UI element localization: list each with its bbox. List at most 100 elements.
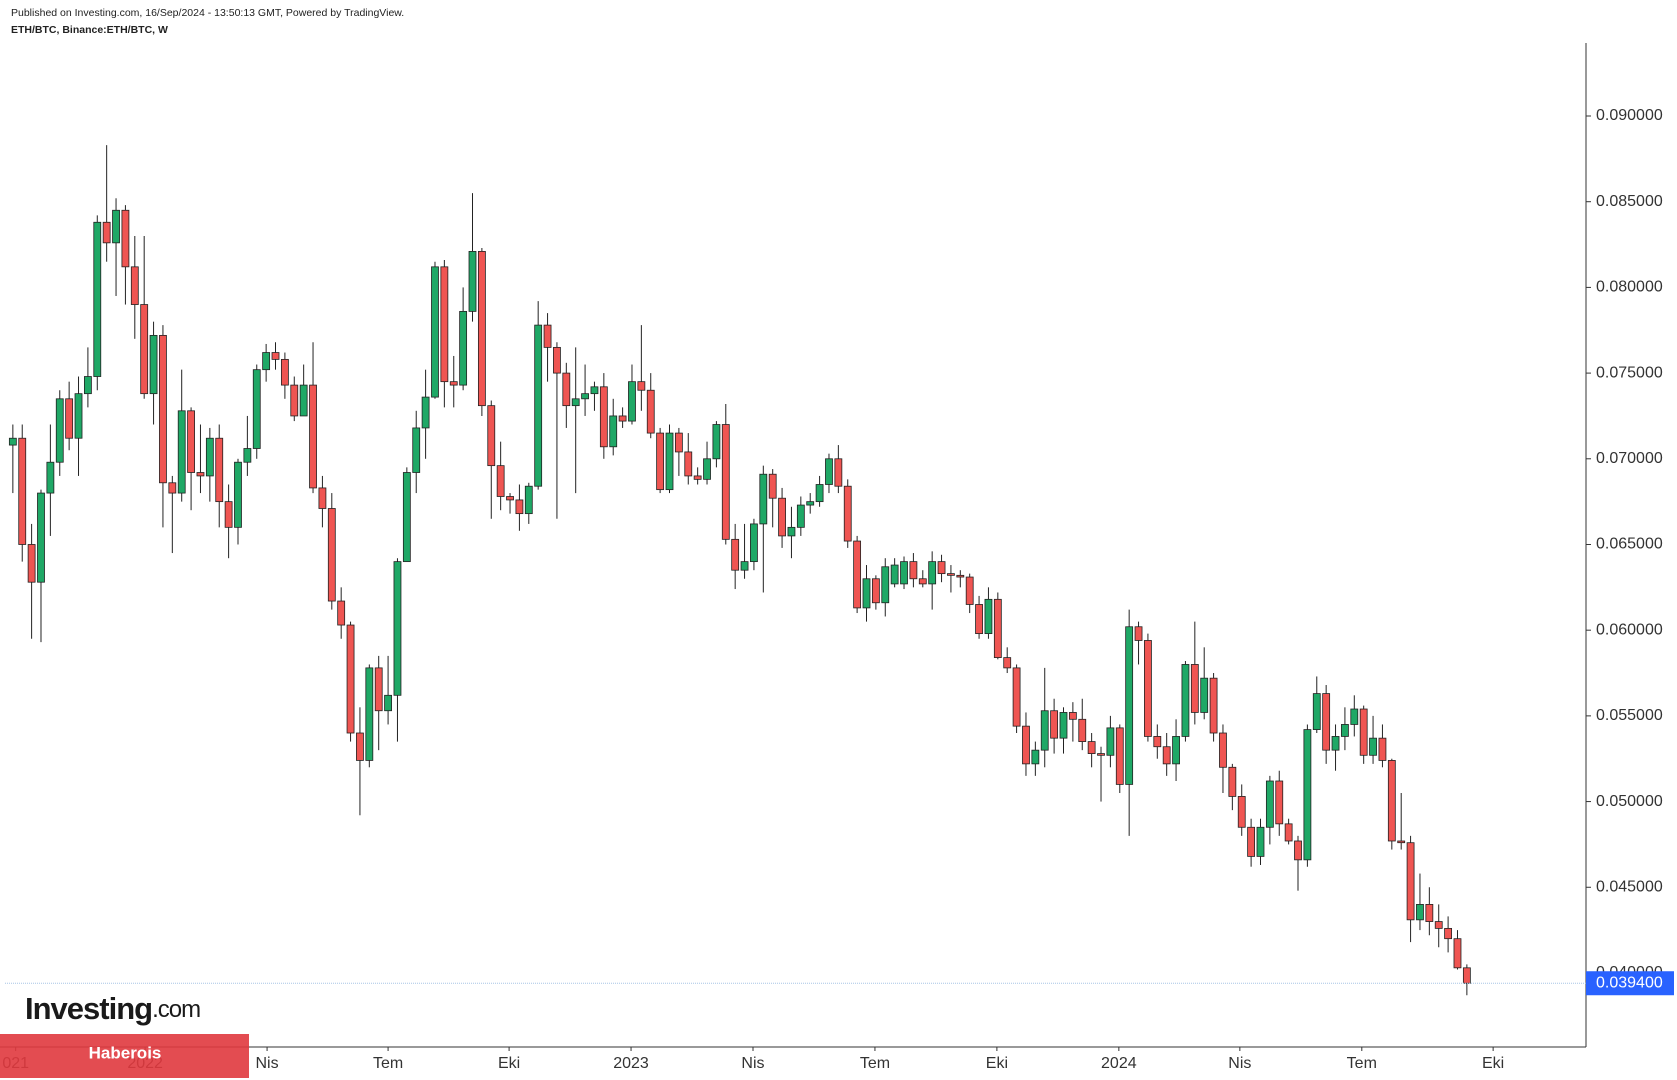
candle-body	[553, 346, 561, 374]
candle-body	[1144, 640, 1152, 737]
candle-body	[759, 473, 768, 525]
candle-body	[862, 578, 871, 609]
candle-body	[1040, 710, 1049, 751]
candle-body	[252, 369, 261, 449]
candle-body	[112, 209, 120, 244]
candle-body	[703, 458, 711, 480]
candle-body	[806, 501, 815, 506]
candle-body	[815, 484, 824, 503]
candle-body	[1303, 729, 1312, 861]
candle-body	[130, 266, 139, 305]
candle-body	[1294, 840, 1302, 861]
candle-body	[1265, 780, 1274, 828]
candle-body	[337, 600, 346, 626]
candle-body	[993, 598, 1002, 659]
x-tick-label: Tem	[860, 1055, 890, 1072]
candle-body	[18, 437, 27, 545]
candle-body	[102, 221, 111, 244]
candle-body	[674, 432, 683, 453]
candle-body	[1369, 737, 1377, 756]
candle-body	[965, 576, 974, 605]
candle-body	[168, 482, 177, 494]
candle-body	[543, 324, 552, 348]
symbol-info: ETH/BTC, Binance:ETH/BTC, W	[11, 24, 168, 36]
candle-body	[1275, 780, 1284, 825]
candle-body	[1416, 904, 1424, 921]
x-tick-label: Tem	[373, 1055, 403, 1072]
candle-body	[318, 487, 327, 509]
candle-body	[290, 384, 299, 417]
candle-body	[459, 310, 468, 386]
candle-body	[1397, 840, 1406, 844]
candle-body	[1003, 657, 1012, 669]
candle-body	[646, 389, 655, 434]
candle-body	[1087, 741, 1096, 754]
candle-body	[196, 472, 205, 477]
candle-body	[1050, 710, 1059, 739]
banner	[0, 1034, 249, 1078]
candle-body	[834, 458, 843, 487]
y-tick-label: 0.075000	[1596, 364, 1663, 381]
candle-body	[881, 566, 890, 604]
candle-body	[1444, 927, 1453, 940]
banner-text: Haberois	[89, 1043, 162, 1062]
candle-body	[778, 497, 786, 537]
candle-body	[581, 393, 589, 400]
candle-body	[402, 472, 411, 563]
candle-body	[796, 504, 805, 528]
candle-body	[1209, 677, 1218, 734]
x-tick-label: Nis	[741, 1055, 764, 1072]
candle-body	[27, 544, 36, 583]
candle-body	[1153, 736, 1162, 748]
candle-body	[1453, 938, 1462, 969]
y-tick-label: 0.085000	[1596, 193, 1663, 210]
candle-body	[1462, 967, 1471, 984]
candle-body	[843, 485, 852, 542]
candle-body	[918, 578, 927, 585]
candle-body	[421, 396, 430, 429]
candle-body	[8, 437, 17, 446]
candle-body	[853, 540, 862, 609]
candle-body	[956, 574, 965, 578]
candle-body	[384, 694, 392, 712]
candle-body	[449, 381, 458, 386]
candle-body	[590, 386, 599, 395]
candle-body	[909, 561, 918, 580]
candle-body	[1012, 667, 1021, 727]
candle-body	[534, 324, 543, 487]
candle-body	[440, 266, 449, 383]
candle-body	[890, 564, 899, 585]
x-tick-label: Nis	[1228, 1055, 1251, 1072]
candle-body	[825, 458, 833, 485]
candle-body	[374, 667, 383, 712]
candle-body	[224, 501, 233, 528]
logo-name: Investing	[25, 991, 152, 1026]
candle-body	[1068, 712, 1077, 720]
candle-body	[1247, 826, 1256, 857]
candle-body	[356, 732, 364, 761]
candle-body	[928, 561, 937, 585]
candle-body	[562, 372, 571, 407]
candle-body	[937, 561, 946, 575]
candle-body	[1312, 693, 1321, 730]
candle-body	[1284, 823, 1293, 842]
candle-body	[1425, 904, 1434, 922]
candle-body	[1322, 693, 1331, 751]
candle-body	[177, 410, 186, 494]
candle-body	[262, 352, 271, 371]
candle-body	[1134, 626, 1143, 641]
x-tick-label: Eki	[986, 1055, 1008, 1072]
candle-body	[1331, 736, 1340, 751]
candle-body	[55, 398, 64, 463]
candle-body	[1125, 626, 1134, 785]
y-tick-label: 0.045000	[1596, 878, 1663, 895]
candle-body	[309, 384, 317, 489]
x-tick-label: Eki	[1482, 1055, 1504, 1072]
candle-body	[731, 538, 740, 571]
candle-body	[656, 432, 665, 491]
candle-body	[1359, 708, 1368, 756]
candle-body	[1031, 749, 1040, 765]
candle-body	[299, 384, 308, 417]
candle-body	[787, 526, 796, 537]
candle-body	[205, 437, 214, 477]
